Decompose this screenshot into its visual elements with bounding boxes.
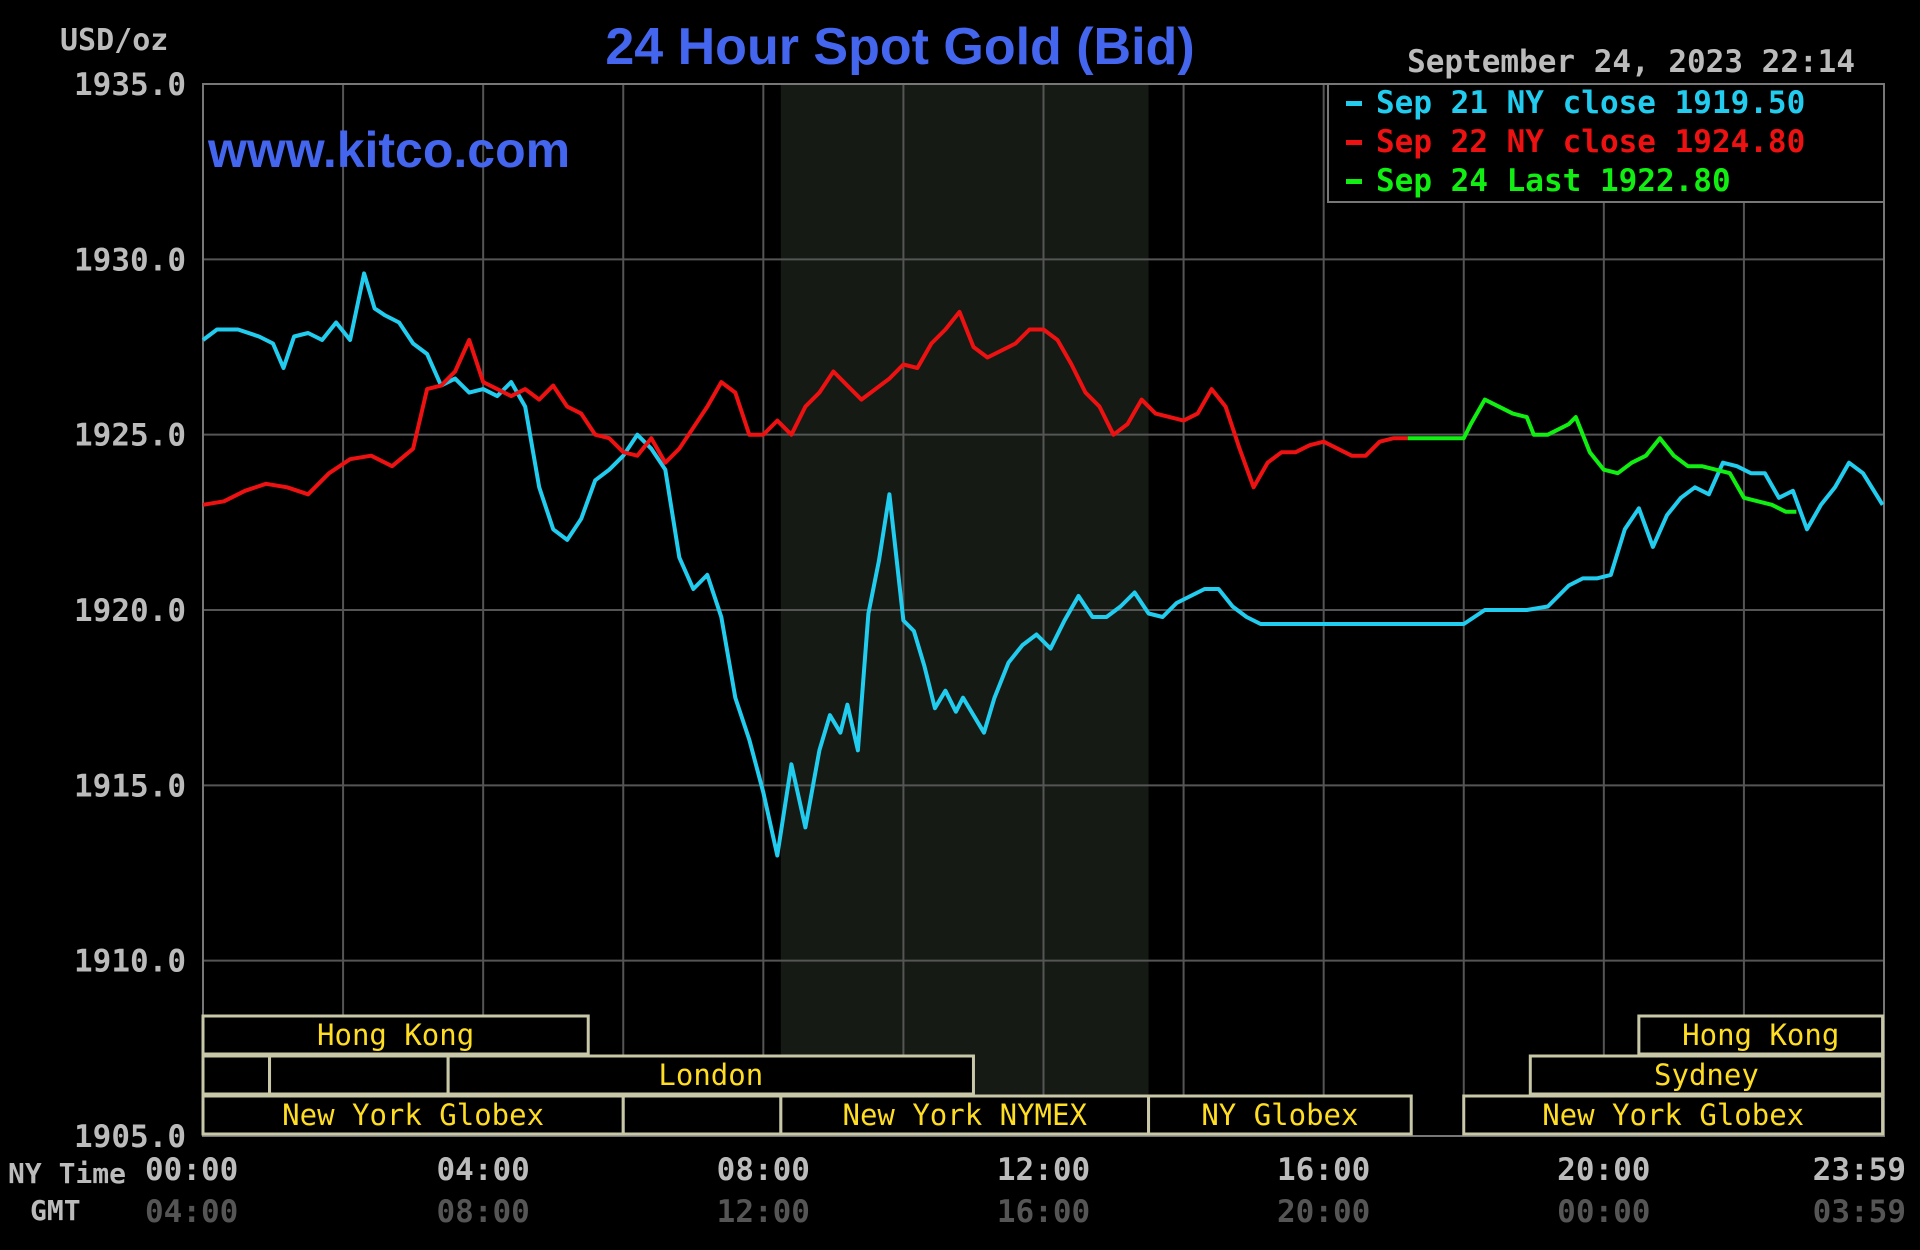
legend-entry: Sep 24 Last 1922.80 (1376, 163, 1731, 199)
legend-box (1327, 83, 1885, 203)
plot-border (202, 83, 1885, 1137)
x-tick-label-ny: 16:00 (1277, 1152, 1370, 1188)
session-bar (1637, 1014, 1885, 1056)
y-tick-label: 1915.0 (74, 768, 186, 804)
x-tick-label-ny: 00:00 (145, 1152, 238, 1188)
x-tick-label-ny: 20:00 (1557, 1152, 1650, 1188)
session-bar (1528, 1054, 1885, 1096)
legend-swatch (1346, 140, 1362, 145)
session-bar (268, 1054, 450, 1096)
y-tick-label: 1920.0 (74, 593, 186, 629)
x-tick-label-gmt: 08:00 (437, 1194, 530, 1230)
x-tick-label-gmt: 12:00 (717, 1194, 810, 1230)
y-tick-label: 1910.0 (74, 944, 186, 980)
ny-time-row-label: NY Time (8, 1157, 126, 1190)
session-label: Hong Kong (1682, 1018, 1839, 1052)
y-tick-label: 1925.0 (74, 418, 186, 454)
x-tick-label-gmt: 03:59 (1813, 1194, 1906, 1230)
legend-entry: Sep 22 NY close 1924.80 (1376, 124, 1805, 160)
session-label: Hong Kong (317, 1018, 474, 1052)
gmt-row-label: GMT (30, 1194, 81, 1227)
session-label: NY Globex (1201, 1098, 1358, 1132)
session-label: Sydney (1654, 1058, 1759, 1092)
session-label: London (658, 1058, 763, 1092)
series-line-sep-22 (202, 309, 1408, 507)
series-line-sep-21 (201, 271, 1885, 858)
x-tick-label-ny: 12:00 (997, 1152, 1090, 1188)
x-tick-label-gmt: 20:00 (1277, 1194, 1370, 1230)
chart-title: 24 Hour Spot Gold (Bid) (605, 18, 1194, 76)
x-tick-label-ny: 08:00 (717, 1152, 810, 1188)
session-bar (201, 1014, 590, 1056)
chart-timestamp: September 24, 2023 22:14 (1407, 44, 1855, 80)
session-bar (1147, 1094, 1413, 1136)
legend-entry: Sep 21 NY close 1919.50 (1376, 85, 1805, 121)
session-label: New York Globex (1542, 1098, 1804, 1132)
x-tick-label-gmt: 04:00 (145, 1194, 238, 1230)
x-tick-label-ny: 04:00 (437, 1152, 530, 1188)
session-label: New York NYMEX (842, 1098, 1087, 1132)
series-line-sep-24 (1407, 397, 1797, 514)
session-bar (201, 1094, 625, 1136)
website-url[interactable]: www.kitco.com (207, 122, 570, 178)
x-tick-label-ny: 23:59 (1813, 1152, 1906, 1188)
x-tick-label-gmt: 16:00 (997, 1194, 1090, 1230)
session-bar (446, 1054, 975, 1096)
legend-swatch (1346, 101, 1362, 106)
y-tick-label: 1935.0 (74, 67, 186, 103)
y-tick-label: 1905.0 (74, 1119, 186, 1155)
x-tick-label-gmt: 00:00 (1557, 1194, 1650, 1230)
session-label: New York Globex (282, 1098, 544, 1132)
session-bar (1462, 1094, 1885, 1136)
legend-swatch (1346, 179, 1362, 184)
session-bar (779, 1094, 1151, 1136)
y-axis-unit-label: USD/oz (60, 23, 168, 58)
session-bar (621, 1094, 783, 1136)
session-bar (201, 1054, 272, 1096)
y-tick-label: 1930.0 (74, 242, 186, 278)
